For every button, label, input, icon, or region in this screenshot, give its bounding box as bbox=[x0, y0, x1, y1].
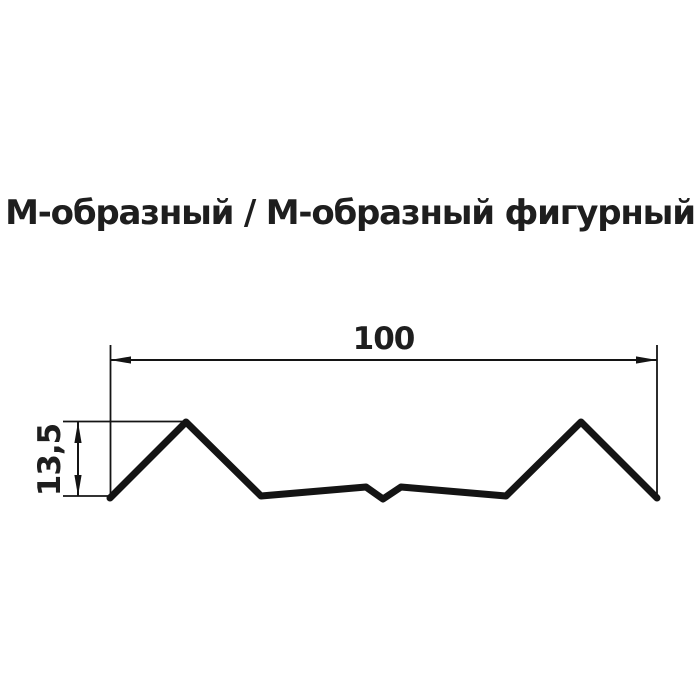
height-dimension bbox=[63, 420, 188, 497]
height-arrow-top-icon bbox=[74, 422, 82, 443]
height-arrow-bottom-icon bbox=[74, 475, 82, 496]
width-arrow-left-icon bbox=[110, 356, 131, 364]
width-dimension bbox=[109, 345, 658, 497]
profile-title: М-образный / М-образный фигурный bbox=[5, 193, 696, 233]
profile-outline bbox=[106, 418, 661, 503]
height-dimension-label: 13,5 bbox=[32, 423, 68, 497]
width-dimension-label: 100 bbox=[352, 321, 416, 357]
width-arrow-right-icon bbox=[636, 356, 657, 364]
